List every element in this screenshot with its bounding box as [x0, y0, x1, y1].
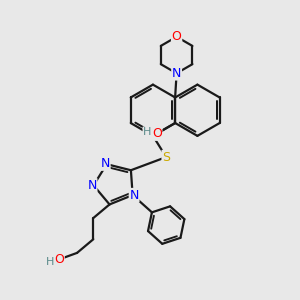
Text: N: N — [172, 67, 181, 80]
Text: N: N — [129, 189, 139, 202]
Text: O: O — [172, 30, 182, 43]
Text: H: H — [143, 127, 152, 137]
Text: N: N — [87, 179, 97, 192]
Text: S: S — [162, 151, 170, 164]
Text: O: O — [152, 127, 162, 140]
Text: H: H — [46, 257, 54, 267]
Text: O: O — [54, 253, 64, 266]
Text: N: N — [100, 157, 110, 170]
